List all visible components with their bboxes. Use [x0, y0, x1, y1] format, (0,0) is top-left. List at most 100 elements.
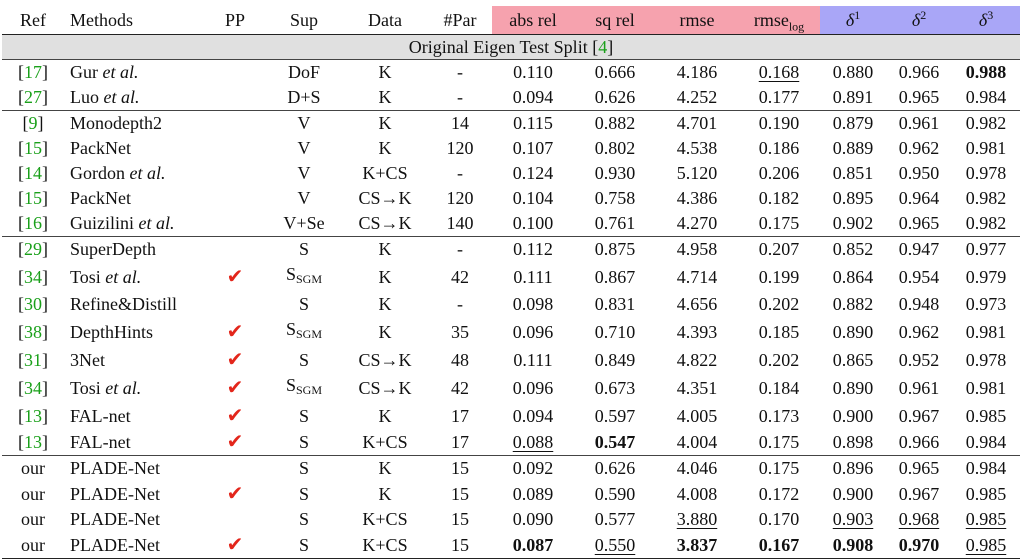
cell-ref: [27]: [2, 85, 64, 111]
cell-pp: [204, 59, 266, 85]
cell-pp: [204, 292, 266, 317]
cell-ref: [29]: [2, 236, 64, 262]
metric-value: 0.184: [758, 377, 800, 398]
ref-citation-link[interactable]: 30: [24, 294, 42, 314]
metric-value: 0.590: [594, 483, 636, 504]
ref-citation-link[interactable]: 14: [24, 163, 42, 183]
cell-sup: V: [266, 161, 342, 186]
ref-citation-link[interactable]: 34: [24, 377, 42, 398]
metric-value: 0.100: [512, 213, 554, 233]
sup-value: V+Se: [283, 213, 325, 233]
metric-value: 0.965: [898, 87, 940, 107]
ref-citation-link[interactable]: 15: [24, 138, 42, 158]
cell-method: Refine&Distill: [64, 292, 204, 317]
ref-citation-link[interactable]: 15: [24, 188, 42, 208]
cell-ref: [31]: [2, 347, 64, 373]
ref-citation-link[interactable]: 29: [24, 239, 42, 259]
cell-ref: [9]: [2, 110, 64, 136]
metric-value: 0.852: [832, 239, 874, 259]
metric-value: 0.186: [758, 138, 800, 158]
cell-rmse: 4.186: [656, 59, 738, 85]
cell-sup: SSGM: [266, 373, 342, 403]
cell-sup: V: [266, 186, 342, 211]
cell-rmse-log: 0.190: [738, 110, 820, 136]
metric-value: 0.170: [758, 509, 800, 529]
ref-citation-link[interactable]: 38: [24, 321, 42, 342]
metric-value: 4.004: [676, 431, 718, 452]
metric-value: 0.087: [512, 534, 554, 555]
metric-value: 4.008: [676, 483, 718, 504]
cell-abs-rel: 0.094: [492, 403, 574, 429]
method-name: Luo: [70, 87, 99, 107]
sup-value: S: [298, 239, 309, 259]
method-suffix: et al.: [103, 87, 140, 107]
cell-rmse: 4.958: [656, 236, 738, 262]
ref-citation-link[interactable]: 16: [24, 213, 42, 233]
cell-abs-rel: 0.096: [492, 373, 574, 403]
ref-citation-link[interactable]: 13: [24, 405, 42, 426]
cell-delta1: 0.908: [820, 532, 886, 559]
ref-bracket-close: ]: [42, 239, 48, 259]
cell-rmse: 4.393: [656, 317, 738, 347]
metric-value: 0.954: [898, 266, 940, 287]
cell-delta3: 0.978: [952, 161, 1020, 186]
cell-par: -: [457, 87, 463, 107]
cell-sup: S: [266, 403, 342, 429]
cell-delta1: 0.852: [820, 236, 886, 262]
metric-value: 0.982: [965, 113, 1007, 133]
ref-bracket-open: [: [18, 87, 24, 107]
ref-citation-link[interactable]: 13: [24, 431, 42, 452]
cell-rmse-log: 0.170: [738, 507, 820, 532]
metric-value: 0.673: [594, 377, 636, 398]
ref-citation-link[interactable]: 34: [24, 266, 42, 287]
cell-delta1: 0.895: [820, 186, 886, 211]
header-rmse-log: rmselog: [738, 6, 820, 35]
cell-sq-rel: 0.875: [574, 236, 656, 262]
metric-value: 0.890: [832, 377, 874, 398]
cell-par: 15: [428, 455, 492, 481]
cell-rmse: 4.004: [656, 429, 738, 456]
cell-rmse: 3.880: [656, 507, 738, 532]
ref-citation-link[interactable]: 27: [24, 87, 42, 107]
metric-value: 0.889: [832, 138, 874, 158]
cell-sup: V: [266, 136, 342, 161]
metric-value: 0.962: [898, 138, 940, 158]
cell-par: 17: [451, 405, 469, 426]
ref-citation-link[interactable]: 31: [24, 349, 42, 370]
metric-value: 0.090: [512, 509, 554, 529]
cell-pp: [204, 455, 266, 481]
sup-value: S: [298, 458, 309, 478]
cell-method: Luo et al.: [64, 85, 204, 111]
method-name: Tosi: [70, 377, 101, 398]
cell-delta3: 0.988: [952, 59, 1020, 85]
cell-rmse: 4.270: [656, 211, 738, 237]
checkmark-icon: ✔: [226, 319, 244, 343]
cell-delta2: 0.948: [886, 292, 952, 317]
table-row: [29] SuperDepth S K - 0.112 0.875 4.958 0.207 0.8…: [2, 236, 1020, 262]
cell-data: CS→K: [358, 349, 412, 370]
method-name: Tosi: [70, 266, 101, 287]
cell-delta2: 0.966: [886, 59, 952, 85]
cell-pp: [204, 186, 266, 211]
cell-ref: [38]: [2, 317, 64, 347]
checkmark-icon: ✔: [226, 429, 244, 453]
cell-ref: [34]: [2, 373, 64, 403]
metric-value: 0.903: [832, 509, 874, 529]
cell-method: 3Net: [64, 347, 204, 373]
cell-abs-rel: 0.089: [492, 481, 574, 507]
checkmark-icon: ✔: [226, 375, 244, 399]
cell-rmse-log: 0.175: [738, 211, 820, 237]
sup-value: S: [285, 375, 296, 395]
cell-sq-rel: 0.597: [574, 403, 656, 429]
cell-method: Gordon et al.: [64, 161, 204, 186]
ref-citation-link[interactable]: 17: [24, 62, 42, 82]
metric-value: 0.898: [832, 431, 874, 452]
metric-value: 0.182: [758, 188, 800, 208]
metric-value: 4.186: [676, 62, 718, 82]
cell-data: K: [342, 455, 428, 481]
ref-bracket-close: ]: [37, 113, 44, 133]
section-title-citation[interactable]: 4: [598, 37, 608, 57]
table-row: [14] Gordon et al. V K+CS -0.124 0.930 5.120 0.…: [2, 161, 1020, 186]
ref-citation-link[interactable]: 9: [28, 113, 38, 133]
metric-value: 4.656: [676, 294, 718, 314]
